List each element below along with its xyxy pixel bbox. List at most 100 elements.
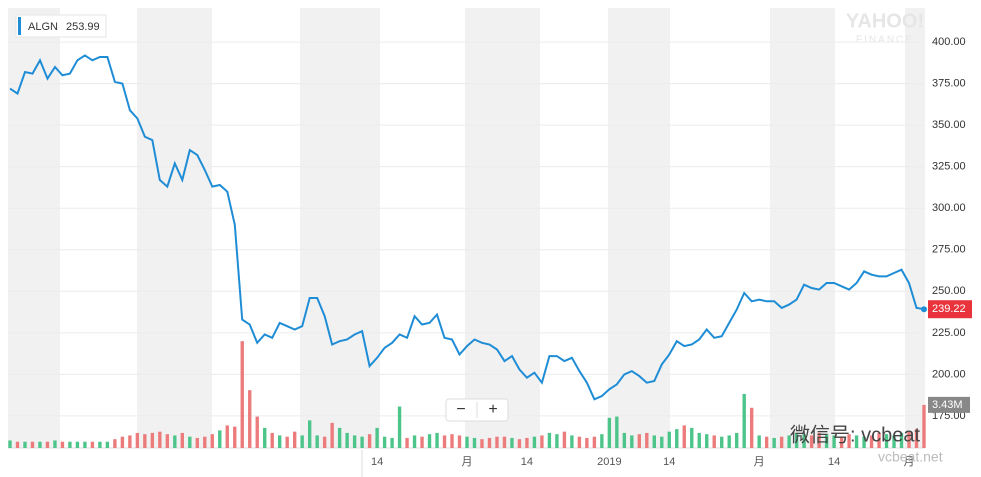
volume-bar [764, 436, 769, 448]
volume-bar [210, 434, 214, 448]
x-tick-label: 2019 [597, 456, 621, 468]
volume-bar [83, 441, 87, 448]
legend-swatch [18, 17, 21, 35]
volume-bar [233, 426, 237, 448]
volume-bar [510, 437, 514, 448]
volume-bar [802, 434, 806, 448]
volume-bar [495, 436, 499, 448]
y-tick-label: 275.00 [932, 244, 966, 256]
volume-bar [188, 436, 192, 448]
volume-bar [824, 434, 829, 448]
volume-bar [195, 437, 199, 448]
volume-bar [293, 431, 297, 448]
volume-bar [53, 440, 57, 448]
volume-bar [143, 434, 147, 448]
volume-bar [705, 434, 709, 448]
volume-bar [390, 437, 394, 448]
volume-bar [330, 422, 334, 448]
x-tick-label: 14 [663, 456, 675, 468]
volume-bar [892, 435, 896, 448]
y-tick-label: 250.00 [932, 285, 966, 297]
volume-bar [442, 435, 447, 448]
volume-bar [884, 434, 889, 448]
volume-bar [150, 432, 155, 448]
volume-bar [427, 434, 432, 448]
volume-bar [38, 441, 42, 448]
volume-bar [75, 441, 80, 448]
watermark-wechat: 微信号: vcbeat [790, 423, 920, 446]
volume-bar [8, 440, 12, 448]
volume-bar [345, 432, 349, 448]
volume-bar [727, 435, 731, 448]
y-tick-label: 300.00 [932, 202, 966, 214]
volume-bar [817, 432, 821, 448]
volume-bar [435, 432, 439, 448]
volume-bar [270, 432, 274, 448]
volume-bar [360, 436, 364, 448]
volume-bar [135, 432, 140, 448]
volume-bar [487, 437, 492, 448]
volume-bar [420, 436, 424, 448]
volume-bar [735, 432, 739, 448]
volume-bar [914, 429, 919, 448]
y-tick-label: 325.00 [932, 161, 966, 173]
watermark-brand: YAHOO! [846, 10, 924, 32]
x-tick-label: 14 [521, 456, 533, 468]
legend-name: ALGN [28, 21, 58, 33]
volume-bar [742, 393, 746, 448]
x-tick-label: 月 [904, 456, 915, 468]
volume-bar [450, 434, 454, 448]
volume-bar [652, 435, 656, 448]
volume-bar [240, 341, 244, 448]
volume-bar [307, 420, 312, 448]
volume-bar [907, 431, 911, 448]
volume-bar [397, 406, 402, 448]
volume-bar [660, 436, 664, 448]
volume-bar [105, 441, 110, 448]
volume-bar [30, 441, 35, 448]
volume-badge-label: 3.43M [932, 399, 963, 411]
volume-bar [382, 436, 387, 448]
volume-bar [809, 435, 814, 448]
volume-bar [585, 437, 589, 448]
volume-bar [899, 432, 904, 448]
volume-bar [787, 435, 791, 448]
price-badge [928, 300, 972, 319]
volume-bar [337, 427, 342, 448]
volume-bar [120, 436, 125, 448]
legend-box [15, 14, 107, 38]
zoom-out[interactable]: − [456, 401, 465, 418]
volume-bar [592, 436, 597, 448]
volume-bar [532, 436, 537, 448]
volume-bar [203, 436, 207, 448]
volume-bar [98, 441, 102, 448]
volume-bar [540, 435, 544, 448]
volume-bar [697, 432, 701, 448]
volume-bar [218, 430, 222, 448]
volume-bar [645, 432, 649, 448]
volume-bar [457, 435, 462, 448]
volume-badge [928, 396, 970, 413]
volume-bar [577, 436, 582, 448]
volume-bar [779, 436, 784, 448]
volume-bar [712, 435, 716, 448]
volume-bar [862, 436, 866, 448]
volume-bar [255, 416, 259, 448]
volume-bar [68, 441, 72, 448]
volume-bar [637, 434, 641, 448]
volume-bar [750, 407, 754, 448]
y-tick-label: 350.00 [932, 119, 966, 131]
volume-bar [600, 434, 604, 448]
volume-bar [263, 427, 267, 448]
volume-bar [832, 435, 836, 448]
volume-bar [405, 437, 409, 448]
volume-bar [502, 436, 507, 448]
y-tick-label: 400.00 [932, 36, 966, 48]
volume-bar [412, 435, 417, 448]
zoom-in[interactable]: + [488, 401, 497, 418]
volume-bar [60, 441, 65, 448]
volume-bar [517, 439, 522, 448]
volume-bar [300, 435, 304, 448]
price-badge-label: 239.22 [932, 303, 966, 315]
y-tick-label: 375.00 [932, 78, 966, 90]
